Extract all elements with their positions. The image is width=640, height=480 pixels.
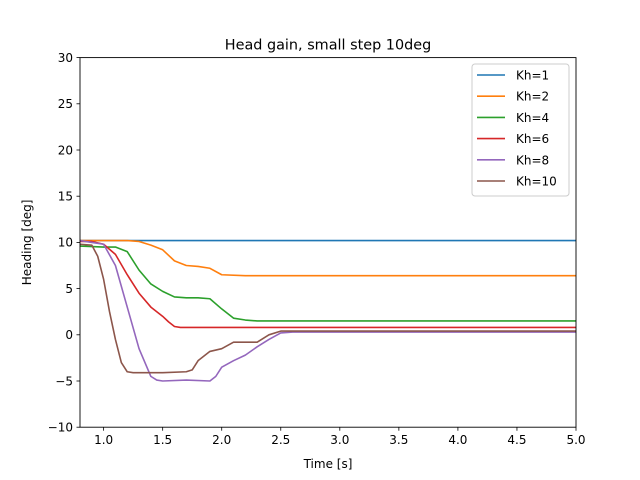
x-tick-label: 4.0 [448, 433, 467, 447]
x-axis-label: Time [s] [303, 457, 353, 471]
y-axis-label: Heading [deg] [20, 200, 34, 286]
series-line-6 [80, 243, 576, 374]
y-tick-label: 0 [65, 328, 73, 342]
y-tick-label: −5 [55, 374, 73, 388]
y-tick-label: 25 [58, 97, 73, 111]
series-line-4 [80, 240, 576, 329]
y-tick-label: 20 [58, 143, 73, 157]
legend-label: Kh=6 [516, 132, 549, 146]
legend-label: Kh=4 [516, 111, 549, 125]
y-tick-label: 5 [65, 282, 73, 296]
legend-box [471, 63, 570, 197]
legend: Kh=1 Kh=2 Kh=4 Kh=6 Kh=8 Kh=10 [471, 63, 570, 197]
legend-label: Kh=10 [516, 175, 557, 189]
y-tick-label: 10 [58, 236, 73, 250]
x-tick-label: 1.5 [153, 433, 172, 447]
x-tick-label: 4.5 [507, 433, 526, 447]
y-tick-label: −10 [48, 421, 73, 435]
chart-title: Head gain, small step 10deg [225, 38, 431, 54]
x-tick-label: 3.5 [389, 433, 408, 447]
series-line-2 [80, 239, 576, 277]
x-tick-label: 5.0 [566, 433, 585, 447]
legend-label: Kh=8 [516, 153, 549, 167]
x-tick-label: 2.5 [271, 433, 290, 447]
x-tick-label: 1.0 [94, 433, 113, 447]
y-tick-label: 15 [58, 190, 73, 204]
legend-label: Kh=2 [516, 90, 549, 104]
x-tick-label: 2.0 [212, 433, 231, 447]
legend-label: Kh=1 [516, 69, 549, 83]
series-line-3 [80, 245, 576, 322]
plot-frame [79, 57, 577, 428]
x-tick-label: 3.0 [330, 433, 349, 447]
series-line-5 [80, 239, 576, 382]
y-tick-label: 30 [58, 51, 73, 65]
